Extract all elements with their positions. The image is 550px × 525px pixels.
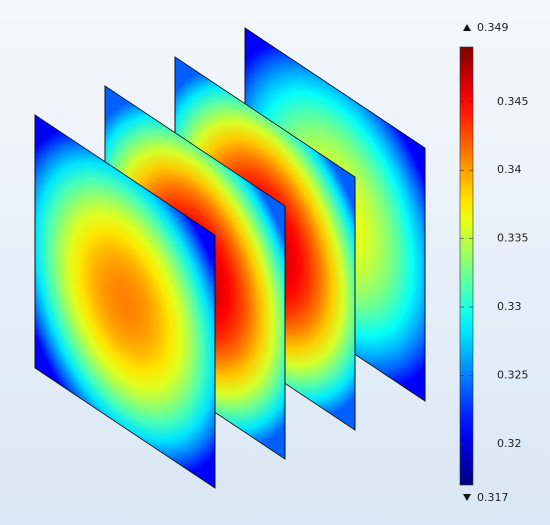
max-marker xyxy=(463,24,471,31)
colorbar-tick-label: 0.34 xyxy=(497,163,522,176)
colorbar-tick-label: 0.33 xyxy=(497,300,522,313)
colorbar-tick-label: 0.325 xyxy=(497,369,529,382)
colorbar-tick-label: 0.335 xyxy=(497,232,529,245)
min-marker xyxy=(463,494,471,501)
slice xyxy=(34,114,216,489)
slices xyxy=(34,27,426,489)
colorbar xyxy=(459,46,474,486)
slice-plane xyxy=(34,114,216,489)
colorbar-max-label: 0.349 xyxy=(477,21,509,34)
colorbar-tick-label: 0.345 xyxy=(497,95,529,108)
colorbar-min-label: 0.317 xyxy=(477,491,509,504)
colorbar-tick-label: 0.32 xyxy=(497,437,522,450)
